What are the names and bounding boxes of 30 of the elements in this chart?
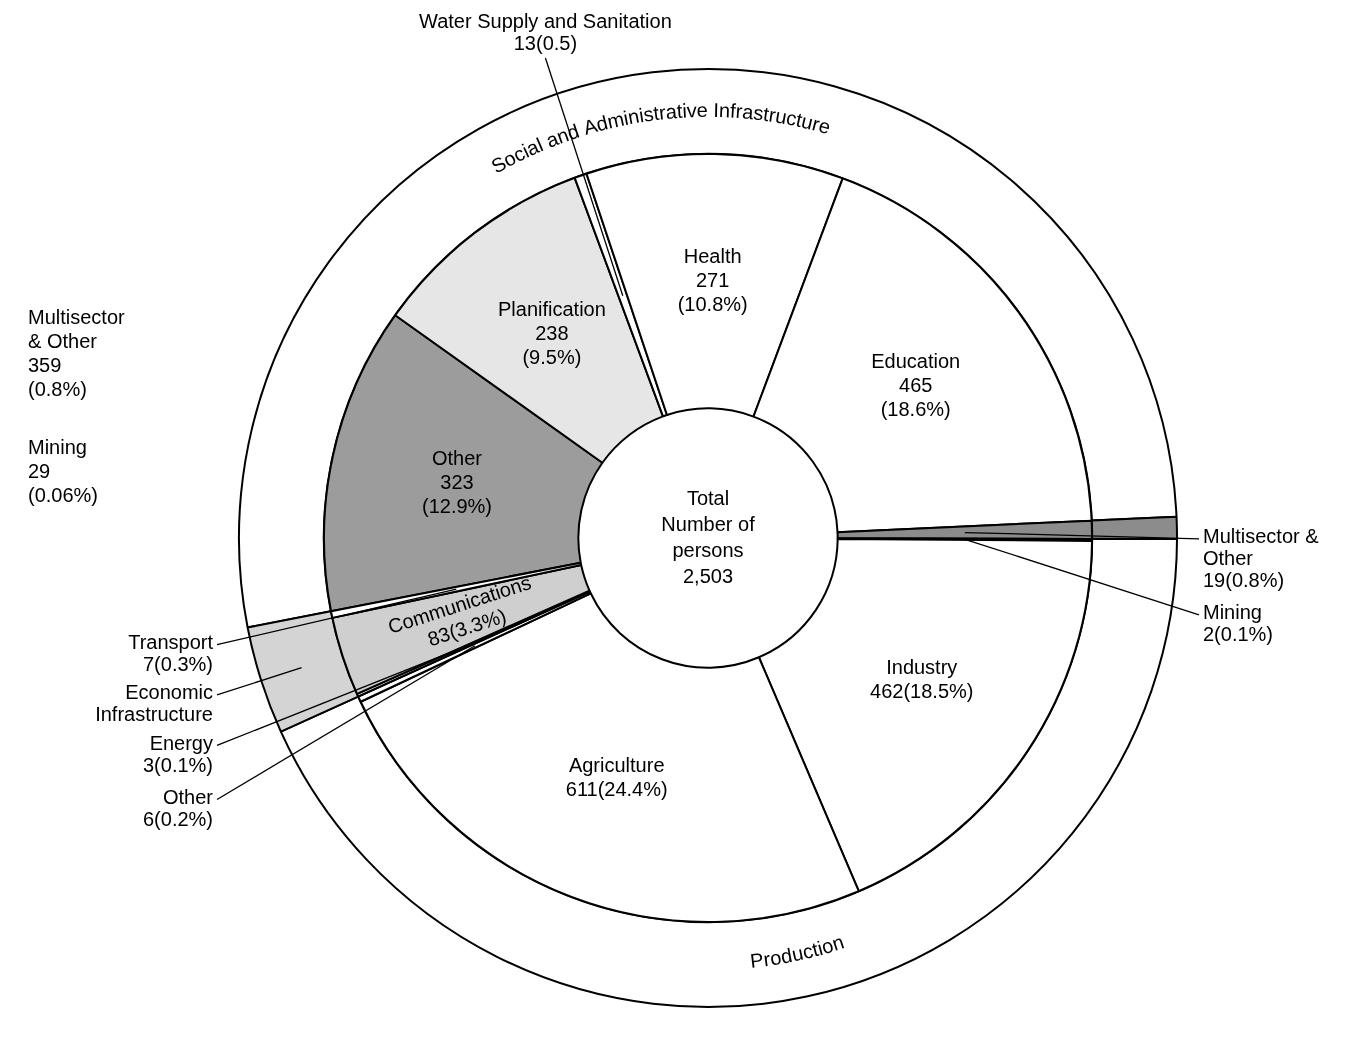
slice-label: Energy bbox=[149, 731, 213, 754]
data-label: 6(0.2%) bbox=[142, 807, 213, 830]
slice-label: Education bbox=[871, 350, 961, 373]
data-label: 465 (18.6%) bbox=[880, 374, 951, 421]
slice-label: Water Supply and Sanitation bbox=[419, 9, 672, 32]
text: Total Number of persons 2,503 bbox=[661, 486, 756, 587]
text: Mining 29 (0.06%) bbox=[28, 435, 99, 506]
data-label: 271 (10.8%) bbox=[677, 268, 748, 315]
data-label: 7(0.3%) bbox=[142, 653, 213, 676]
slice-label: Planification bbox=[497, 297, 606, 320]
data-label: 462(18.5%) bbox=[870, 679, 974, 702]
slice-label: Other bbox=[431, 447, 483, 470]
data-label: 238 (9.5%) bbox=[522, 321, 582, 368]
data-label: 13(0.5) bbox=[513, 31, 578, 54]
slice-label: Health bbox=[683, 244, 742, 267]
data-label: 323 (12.9%) bbox=[421, 471, 493, 518]
slice-label: Mining bbox=[1203, 601, 1262, 624]
category-label: Social and Administrative Infrastructure bbox=[487, 98, 833, 178]
slice-label: Multisector & Other bbox=[1203, 525, 1320, 570]
slice-label: Economic Infrastructure bbox=[95, 681, 213, 726]
slice-label: Transport bbox=[128, 631, 214, 654]
category-label: Production bbox=[749, 930, 847, 972]
slice-label: Other bbox=[162, 785, 214, 808]
slice-label: Agriculture bbox=[568, 753, 665, 776]
data-label: 2(0.1%) bbox=[1203, 623, 1274, 646]
slice-label: Industry bbox=[886, 655, 958, 678]
data-label: 19(0.8%) bbox=[1203, 569, 1285, 592]
data-label: 3(0.1%) bbox=[142, 753, 213, 776]
text: Multisector & Other 359 (0.8%) bbox=[28, 305, 126, 400]
data-label: 611(24.4%) bbox=[565, 777, 668, 800]
